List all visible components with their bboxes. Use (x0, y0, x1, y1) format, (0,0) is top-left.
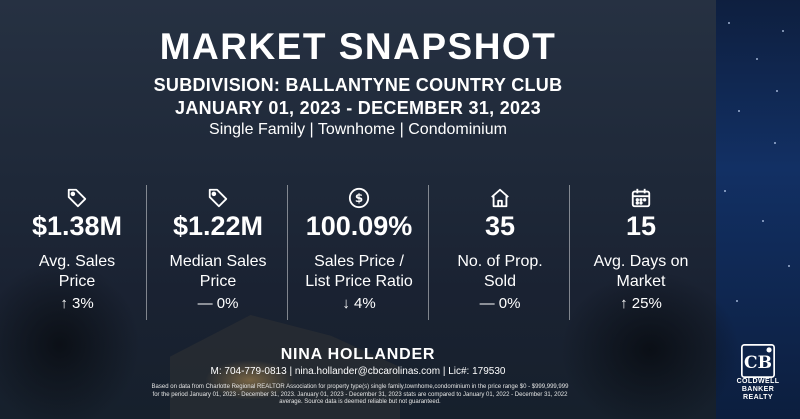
stat-value: 100.09% (305, 211, 413, 241)
house-light-glow (205, 360, 295, 400)
divider (569, 185, 570, 320)
stat-value: 15 (625, 211, 657, 241)
stat-median-sales-price: $1.22M Median Sales Price — 0% (147, 185, 289, 320)
stat-label: No. of Prop. Sold (457, 253, 543, 290)
disclaimer: Based on data from Charlotte Regional RE… (151, 384, 569, 405)
date-range: JANUARY 01, 2023 - DECEMBER 31, 2023 (175, 98, 541, 118)
stat-change: ↑ 3% (60, 295, 94, 312)
stat-value: $1.22M (172, 211, 264, 241)
price-tag-icon (147, 187, 289, 209)
stat-sales-list-ratio: $ 100.09% Sales Price / List Price Ratio… (288, 185, 430, 320)
property-types: Single Family | Townhome | Condominium (209, 121, 507, 138)
divider (146, 185, 147, 320)
price-tag-icon (6, 187, 148, 209)
tree-silhouette (0, 260, 140, 419)
svg-text:CB: CB (744, 353, 772, 373)
stat-avg-sales-price: $1.38M Avg. Sales Price ↑ 3% (6, 185, 148, 320)
subdivision-label: SUBDIVISION: BALLANTYNE COUNTRY CLUB (153, 75, 563, 95)
stat-value: 35 (484, 211, 516, 241)
tree-silhouette (560, 270, 740, 419)
svg-text:$: $ (355, 191, 363, 205)
stat-change: ↓ 4% (342, 295, 376, 312)
stat-label: Avg. Days on Market (593, 253, 689, 290)
calendar-icon (570, 187, 712, 209)
divider (287, 185, 288, 320)
house-icon (429, 187, 571, 209)
agent-contact: M: 704-779-0813 | nina.hollander@cbcarol… (210, 366, 506, 377)
stat-change: ↑ 25% (620, 295, 662, 312)
stat-value: $1.38M (31, 211, 123, 241)
cb-logo-icon: CB (741, 344, 775, 378)
divider (428, 185, 429, 320)
page-title: MARKET SNAPSHOT (159, 26, 557, 67)
stat-label: Avg. Sales Price (38, 253, 116, 290)
stats-row: $1.38M Avg. Sales Price ↑ 3% $1.22M Medi… (0, 185, 716, 320)
stat-properties-sold: 35 No. of Prop. Sold — 0% (429, 185, 571, 320)
stat-change: — 0% (479, 295, 521, 312)
stat-label: Sales Price / List Price Ratio (305, 253, 413, 290)
coldwell-banker-logo: CB COLDWELL BANKER REALTY (722, 344, 794, 414)
agent-name: NINA HOLLANDER (280, 346, 436, 363)
stat-label: Median Sales Price (169, 253, 267, 290)
stat-change: — 0% (197, 295, 239, 312)
dollar-circle-icon: $ (288, 187, 430, 209)
stat-days-on-market: 15 Avg. Days on Market ↑ 25% (570, 185, 712, 320)
